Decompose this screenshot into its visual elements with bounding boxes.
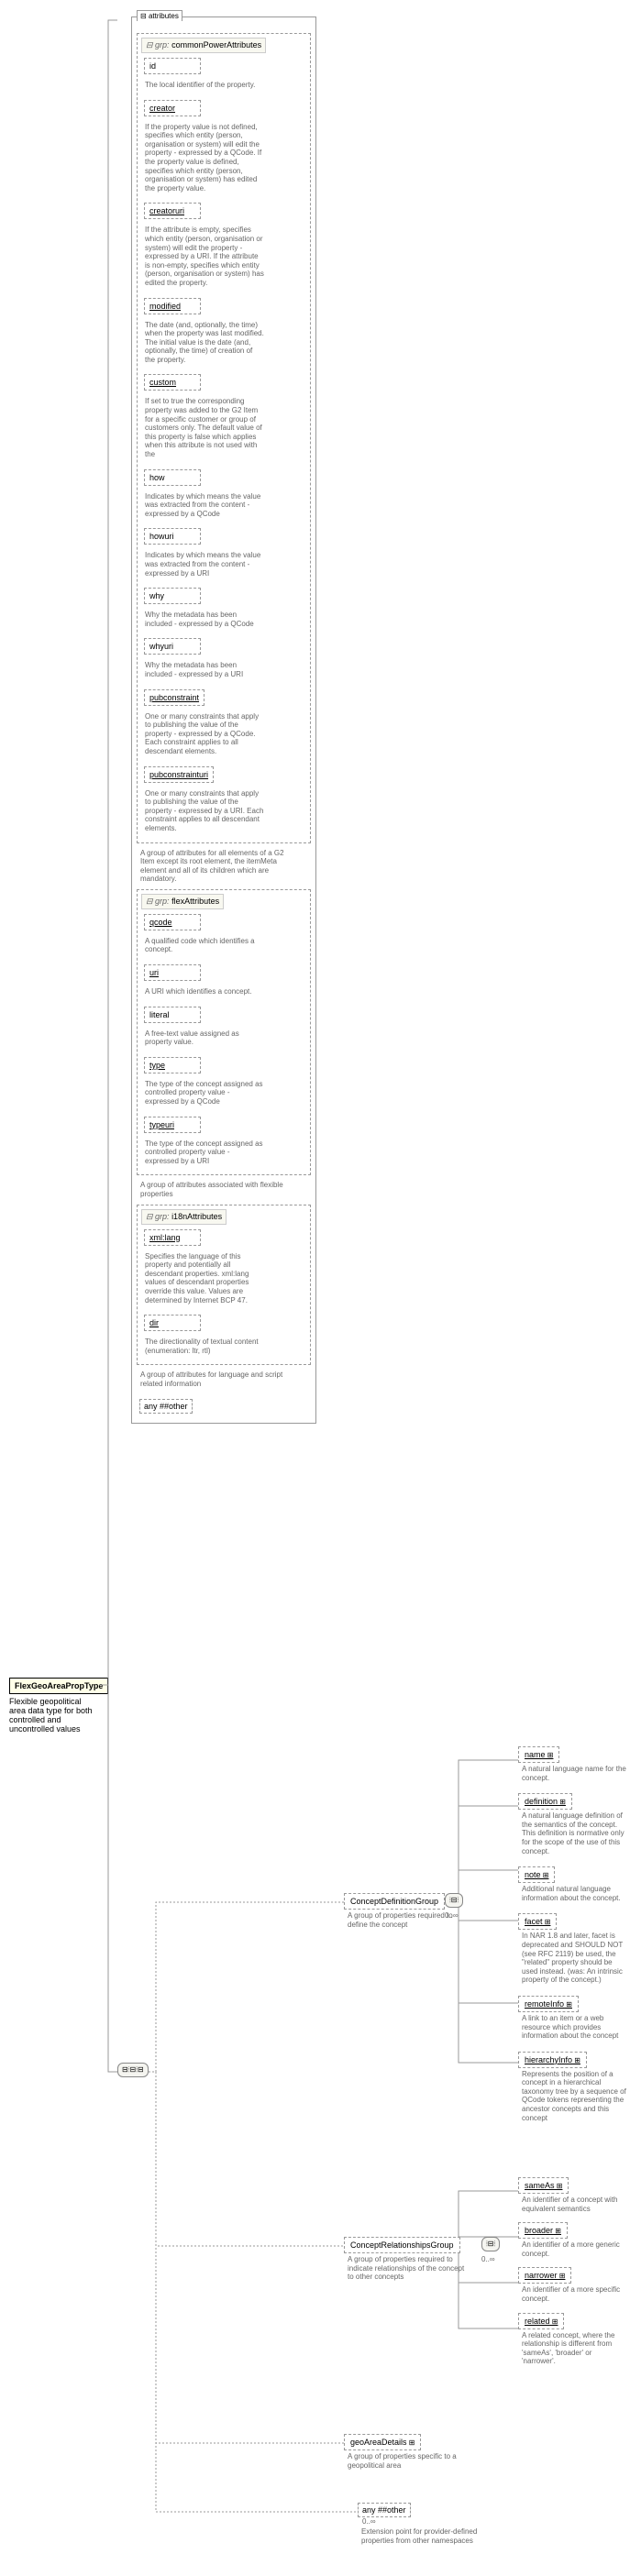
any-other-elem: any ##other — [358, 2503, 411, 2517]
node-sameAs: sameAs — [518, 2177, 569, 2194]
crg-desc: A group of properties required to indica… — [348, 2255, 467, 2282]
attributes-tab: attributes — [137, 10, 182, 21]
desc-uri: A URI which identifies a concept. — [145, 987, 264, 996]
field-whyuri: whyuri — [144, 638, 201, 655]
desc-custom: If set to true the corresponding propert… — [145, 397, 264, 458]
desc-typeuri: The type of the concept assigned as cont… — [145, 1139, 264, 1166]
field-uri: uri — [144, 964, 201, 981]
desc-why: Why the metadata has been included - exp… — [145, 611, 264, 628]
desc-creator: If the property value is not defined, sp… — [145, 123, 264, 193]
sequence-icon: ⊟⦙⊟⦙⊟ — [117, 2063, 149, 2077]
group-cpa: commonPowerAttributes id The local identi… — [137, 33, 311, 843]
any-other-occur: 0..∞ — [362, 2517, 484, 2526]
desc-whyuri: Why the metadata has been included - exp… — [145, 661, 264, 678]
node-remoteInfo: remoteInfo — [518, 1996, 579, 2012]
field-qcode: qcode — [144, 914, 201, 930]
desc-howuri: Indicates by which means the value was e… — [145, 551, 264, 578]
node-name: name — [518, 1746, 559, 1763]
any-other-desc: Extension point for provider-defined pro… — [361, 2527, 481, 2545]
node-hierarchyInfo: hierarchyInfo — [518, 2052, 587, 2068]
grp-i18n-title: i18nAttributes — [141, 1209, 227, 1225]
desc-creatoruri: If the attribute is empty, specifies whi… — [145, 226, 264, 287]
i18n-footer: A group of attributes for language and s… — [140, 1371, 287, 1388]
desc-remoteInfo: A link to an item or a web resource whic… — [522, 2014, 627, 2041]
desc-xml:lang: Specifies the language of this property … — [145, 1252, 264, 1305]
any-other-attr: any ##other — [139, 1399, 193, 1414]
field-dir: dir — [144, 1315, 201, 1331]
crg-occur: 0..∞ — [481, 2255, 495, 2263]
field-custom: custom — [144, 374, 201, 391]
desc-qcode: A qualified code which identifies a conc… — [145, 937, 264, 954]
desc-facet: In NAR 1.8 and later, facet is deprecate… — [522, 1932, 627, 1985]
attributes-container: attributes commonPowerAttributes idThe l… — [131, 17, 316, 1424]
desc-how: Indicates by which means the value was e… — [145, 492, 264, 519]
cdg-occur: 0..∞ — [445, 1911, 459, 1920]
desc-id: The local identifier of the property. — [145, 81, 264, 90]
desc-related: A related concept, where the relationshi… — [522, 2331, 627, 2366]
desc-sameAs: An identifier of a concept with equivale… — [522, 2196, 627, 2213]
grp-cpa-title: commonPowerAttributes — [141, 38, 266, 53]
desc-definition: A natural language definition of the sem… — [522, 1811, 627, 1855]
field-how: how — [144, 469, 201, 486]
group-i18n: i18nAttributes xml:lang Specifies the lan… — [137, 1205, 311, 1366]
field-type: type — [144, 1057, 201, 1073]
desc-name: A natural language name for the concept. — [522, 1765, 627, 1782]
gad-desc: A group of properties specific to a geop… — [348, 2452, 467, 2470]
desc-modified: The date (and, optionally, the time) whe… — [145, 321, 264, 365]
desc-broader: An identifier of a more generic concept. — [522, 2240, 627, 2258]
grp-flex-title: flexAttributes — [141, 894, 224, 909]
gad-node: geoAreaDetails — [344, 2434, 421, 2450]
field-creator: creator — [144, 100, 201, 116]
node-narrower: narrower — [518, 2267, 571, 2284]
field-modified: modified — [144, 298, 201, 314]
field-howuri: howuri — [144, 528, 201, 545]
field-creatoruri: creatoruri — [144, 203, 201, 219]
field-xml:lang: xml:lang — [144, 1229, 201, 1246]
cdg-seq-icon: ⦙⊟⦙ — [445, 1893, 463, 1908]
flex-footer: A group of attributes associated with fl… — [140, 1181, 287, 1198]
node-note: note — [518, 1866, 555, 1883]
node-facet: facet — [518, 1913, 557, 1930]
cdg-node: ConceptDefinitionGroup — [344, 1893, 445, 1910]
node-related: related — [518, 2313, 564, 2329]
field-id: id — [144, 58, 201, 74]
desc-narrower: An identifier of a more specific concept… — [522, 2285, 627, 2303]
field-pubconstrainturi: pubconstrainturi — [144, 766, 214, 783]
desc-note: Additional natural language information … — [522, 1885, 627, 1902]
desc-dir: The directionality of textual content (e… — [145, 1338, 264, 1355]
field-pubconstraint: pubconstraint — [144, 689, 204, 706]
cpa-footer: A group of attributes for all elements o… — [140, 849, 287, 884]
group-flex: flexAttributes qcode A qualified code whi… — [137, 889, 311, 1176]
field-why: why — [144, 588, 201, 604]
field-literal: literal — [144, 1007, 201, 1023]
desc-hierarchyInfo: Represents the position of a concept in … — [522, 2070, 627, 2123]
field-typeuri: typeuri — [144, 1117, 201, 1133]
crg-seq-icon: ⦙⊟⦙ — [481, 2237, 500, 2251]
desc-pubconstrainturi: One or many constraints that apply to pu… — [145, 789, 264, 833]
node-broader: broader — [518, 2222, 568, 2239]
node-definition: definition — [518, 1793, 572, 1810]
desc-type: The type of the concept assigned as cont… — [145, 1080, 264, 1106]
desc-pubconstraint: One or many constraints that apply to pu… — [145, 712, 264, 756]
desc-literal: A free-text value assigned as property v… — [145, 1029, 264, 1047]
crg-node: ConceptRelationshipsGroup — [344, 2237, 460, 2253]
